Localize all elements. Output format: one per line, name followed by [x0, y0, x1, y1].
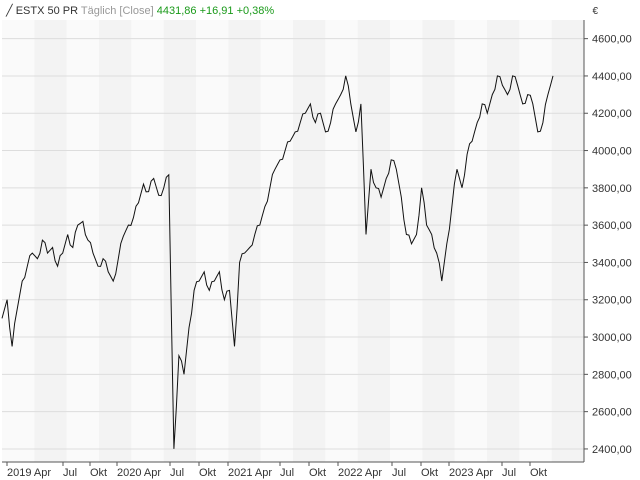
month-band [99, 20, 132, 462]
month-band [196, 20, 229, 462]
month-band [325, 20, 358, 462]
currency-unit: € [592, 6, 598, 17]
last-price: 4431,86 [156, 5, 197, 17]
y-tick-label: 2400,00 [592, 444, 632, 456]
x-tick-label: 2022 Apr [338, 467, 382, 479]
month-band [66, 20, 99, 462]
month-band [519, 20, 552, 462]
trend-icon: ╱ [6, 5, 13, 17]
abs-change: +16,91 [199, 5, 234, 17]
interval-mode: Täglich [Close] [80, 5, 154, 17]
x-tick-label: Okt [421, 467, 438, 479]
x-tick-label: Jul [170, 467, 184, 479]
x-tick-label: 2023 Apr [449, 467, 493, 479]
y-tick-label: 2800,00 [592, 369, 632, 381]
x-tick-label: Okt [199, 467, 216, 479]
month-band [454, 20, 487, 462]
y-tick-label: 3600,00 [592, 220, 632, 232]
month-band [357, 20, 390, 462]
month-band [228, 20, 261, 462]
x-tick-label: 2019 Apr [7, 467, 51, 479]
instrument-name: ESTX 50 PR [15, 5, 79, 17]
pct-change: +0,38% [236, 5, 275, 17]
y-tick-label: 3200,00 [592, 295, 632, 307]
month-band [131, 20, 164, 462]
month-band [2, 20, 35, 462]
x-tick-label: Jul [392, 467, 406, 479]
month-band [163, 20, 196, 462]
month-band [260, 20, 293, 462]
price-line [1, 75, 554, 449]
month-band [422, 20, 455, 462]
x-tick-label: Okt [309, 467, 326, 479]
x-tick-label: Jul [502, 467, 516, 479]
y-tick-label: 4600,00 [592, 34, 632, 46]
x-tick-label: 2021 Apr [228, 467, 272, 479]
y-tick-label: 4400,00 [592, 71, 632, 83]
y-tick-label: 3800,00 [592, 183, 632, 195]
x-tick-label: Jul [280, 467, 294, 479]
month-band [551, 20, 584, 462]
y-tick-label: 3000,00 [592, 332, 632, 344]
chart-header: ╱ ESTX 50 PR Täglich [Close] 4431,86 +16… [6, 4, 274, 17]
x-tick-label: 2020 Apr [117, 467, 161, 479]
month-band [34, 20, 67, 462]
month-band [390, 20, 423, 462]
y-tick-label: 3400,00 [592, 257, 632, 269]
y-tick-label: 4200,00 [592, 108, 632, 120]
x-tick-label: Okt [530, 467, 547, 479]
month-band [293, 20, 326, 462]
y-tick-label: 4000,00 [592, 146, 632, 158]
x-tick-label: Jul [63, 467, 77, 479]
y-tick-label: 2600,00 [592, 407, 632, 419]
x-tick-label: Okt [90, 467, 107, 479]
